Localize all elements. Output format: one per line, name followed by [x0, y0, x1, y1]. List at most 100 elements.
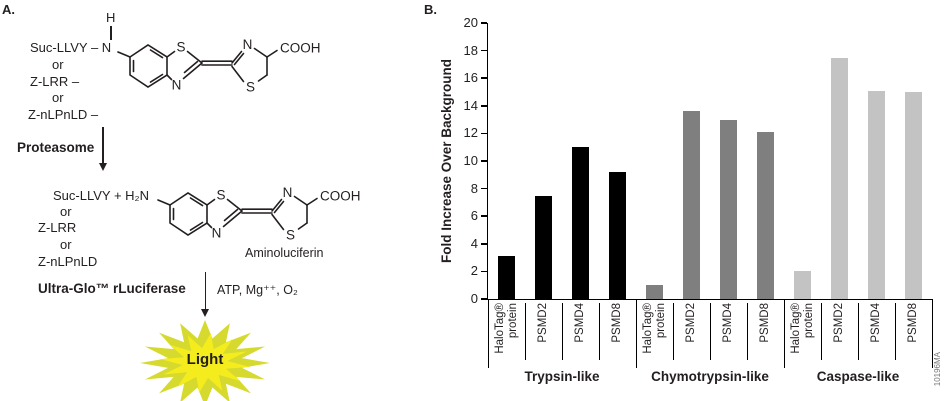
bar: [720, 119, 737, 299]
x-category-label: HaloTag® protein: [789, 303, 815, 354]
x-category-label: PSMD8: [611, 303, 623, 343]
substrate-line-3: Z-nLPnLD –: [28, 107, 99, 122]
light-label: Light: [186, 351, 224, 368]
luciferase-arrow-line: [204, 272, 206, 310]
substrate-line-2: Z-LRR –: [30, 74, 80, 89]
substrate-or-1: or: [52, 57, 64, 72]
panel-a-label: A.: [2, 2, 15, 17]
atom-s-thiazoline: S: [286, 228, 295, 243]
group-label: Caspase-like: [816, 369, 900, 384]
y-tick: [481, 243, 487, 245]
x-divider: [820, 303, 822, 360]
x-divider: [746, 303, 748, 360]
aminoluciferin-label: Aminoluciferin: [245, 246, 324, 260]
group-label: Chymotrypsin-like: [651, 369, 769, 384]
aminoluciferin-structure-substrate: S N N S COOH: [117, 37, 321, 95]
y-tick-label: 20: [463, 15, 478, 30]
carboxyl-group: COOH: [320, 189, 361, 204]
panel-b-label: B.: [424, 2, 437, 17]
product-line-2: Z-LRR: [38, 220, 77, 235]
bar: [535, 195, 552, 299]
y-tick: [481, 132, 487, 135]
group-label: Trypsin-like: [524, 369, 600, 384]
light-starburst: [140, 320, 270, 401]
y-tick: [481, 298, 487, 300]
y-tick-label: 16: [463, 70, 478, 86]
x-category-label: PSMD2: [537, 303, 549, 343]
group-divider: [931, 299, 933, 368]
bar: [498, 256, 515, 299]
cofactors-label: ATP, Mg⁺⁺, O₂: [217, 283, 298, 297]
product-line-1: Suc-LLVY + H₂N: [53, 188, 149, 203]
luciferase-enzyme-label: Ultra-Glo™ rLuciferase: [38, 281, 186, 296]
y-tick: [481, 77, 487, 79]
bar: [572, 147, 589, 299]
y-tick: [481, 187, 487, 190]
x-category-label: PSMD4: [870, 303, 882, 343]
x-category-label: PSMD2: [685, 303, 697, 343]
proteasome-arrowhead: [98, 163, 107, 171]
x-divider: [709, 303, 711, 360]
starburst-inner: [160, 333, 250, 393]
product-or-2: or: [60, 237, 72, 252]
y-tick-label: 8: [470, 180, 478, 196]
substrate-line-1: Suc-LLVY – N: [30, 40, 112, 55]
group-divider: [783, 299, 785, 368]
y-tick-label: 4: [470, 235, 478, 251]
atom-n-thiazoline: N: [243, 37, 253, 52]
product-line-3: Z-nLPnLD: [38, 254, 98, 269]
x-divider: [524, 303, 526, 360]
x-category-label: PSMD4: [722, 303, 734, 343]
y-tick-label: 0: [470, 291, 478, 306]
bar: [757, 132, 774, 299]
x-category-label: PSMD8: [907, 303, 919, 343]
x-axis-line: [486, 298, 933, 300]
bar: [905, 92, 922, 299]
bar: [646, 285, 663, 299]
y-tick: [481, 160, 487, 162]
y-tick: [481, 270, 487, 273]
atom-n-benzothiazole: N: [172, 78, 182, 93]
atom-n-benzothiazole: N: [212, 226, 222, 241]
atom-s-thiazoline: S: [246, 80, 255, 95]
bar: [609, 172, 626, 299]
bar: [683, 111, 700, 299]
x-category-label: PSMD4: [574, 303, 586, 343]
atom-n-thiazoline: N: [283, 185, 293, 200]
y-tick: [481, 22, 487, 24]
y-tick: [481, 215, 487, 217]
carboxyl-group: COOH: [280, 41, 321, 56]
y-tick-label: 10: [463, 153, 478, 168]
y-tick-label: 12: [463, 125, 478, 141]
x-divider: [894, 303, 896, 360]
y-tick-label: 18: [463, 42, 478, 58]
luciferase-arrowhead: [201, 309, 209, 317]
y-tick-label: 2: [470, 263, 478, 279]
figure-watermark: 10196MA: [933, 352, 942, 387]
y-tick-label: 6: [470, 208, 478, 224]
aminoluciferin-structure-product: S N N S COOH: [157, 185, 361, 243]
x-category-label: HaloTag® protein: [641, 303, 667, 354]
x-category-label: PSMD2: [833, 303, 845, 343]
x-divider: [672, 303, 674, 360]
proteasome-enzyme-label: Proteasome: [17, 140, 95, 155]
atom-s-benzothiazole: S: [176, 40, 185, 55]
group-divider: [635, 299, 637, 368]
x-divider: [857, 303, 859, 360]
atom-s-benzothiazole: S: [216, 188, 225, 203]
y-tick: [481, 105, 487, 107]
product-or-1: or: [60, 204, 72, 219]
y-axis-line: [486, 23, 488, 299]
bar: [868, 90, 885, 299]
substrate-or-2: or: [52, 90, 64, 105]
h-n-bond: [110, 26, 112, 40]
x-category-label: PSMD8: [759, 303, 771, 343]
bar: [794, 271, 811, 299]
x-category-label: HaloTag® protein: [493, 303, 519, 354]
group-divider: [487, 299, 489, 368]
amine-hydrogen-label: H: [106, 10, 116, 25]
y-tick-label: 14: [463, 97, 478, 113]
x-divider: [561, 303, 563, 360]
